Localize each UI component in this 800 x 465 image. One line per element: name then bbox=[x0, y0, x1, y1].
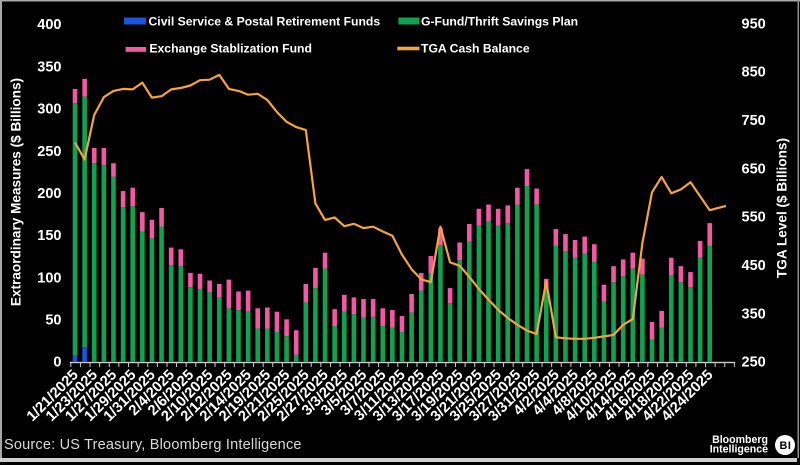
svg-text:TGA Cash Balance: TGA Cash Balance bbox=[421, 42, 530, 56]
svg-text:Source: US Treasury, Bloomberg: Source: US Treasury, Bloomberg Intellige… bbox=[4, 437, 302, 453]
svg-text:Civil Service & Postal Retirem: Civil Service & Postal Retirement Funds bbox=[149, 15, 381, 29]
svg-text:50: 50 bbox=[45, 313, 61, 329]
svg-text:150: 150 bbox=[37, 228, 61, 244]
svg-text:650: 650 bbox=[742, 161, 766, 177]
svg-text:250: 250 bbox=[37, 144, 61, 160]
svg-text:BI: BI bbox=[780, 440, 792, 452]
svg-text:250: 250 bbox=[742, 355, 766, 371]
svg-text:550: 550 bbox=[742, 210, 766, 226]
svg-text:Extraordinary Measures ($ Bill: Extraordinary Measures ($ Billions) bbox=[9, 78, 24, 306]
svg-text:950: 950 bbox=[742, 16, 766, 32]
svg-text:850: 850 bbox=[742, 65, 766, 81]
svg-text:Exchange Stablization Fund: Exchange Stablization Fund bbox=[149, 42, 312, 56]
svg-text:G-Fund/Thrift Savings Plan: G-Fund/Thrift Savings Plan bbox=[421, 15, 578, 29]
svg-text:0: 0 bbox=[53, 355, 61, 371]
svg-text:Bloomberg: Bloomberg bbox=[712, 434, 768, 446]
svg-text:300: 300 bbox=[37, 102, 61, 118]
svg-text:400: 400 bbox=[37, 17, 61, 33]
svg-text:100: 100 bbox=[37, 270, 61, 286]
svg-text:450: 450 bbox=[742, 258, 766, 274]
svg-text:200: 200 bbox=[37, 186, 61, 202]
svg-text:Intelligence: Intelligence bbox=[710, 444, 768, 456]
svg-text:350: 350 bbox=[742, 306, 766, 322]
svg-text:350: 350 bbox=[37, 59, 61, 75]
svg-text:750: 750 bbox=[742, 113, 766, 129]
svg-text:TGA Level ($ Billions): TGA Level ($ Billions) bbox=[775, 138, 790, 278]
